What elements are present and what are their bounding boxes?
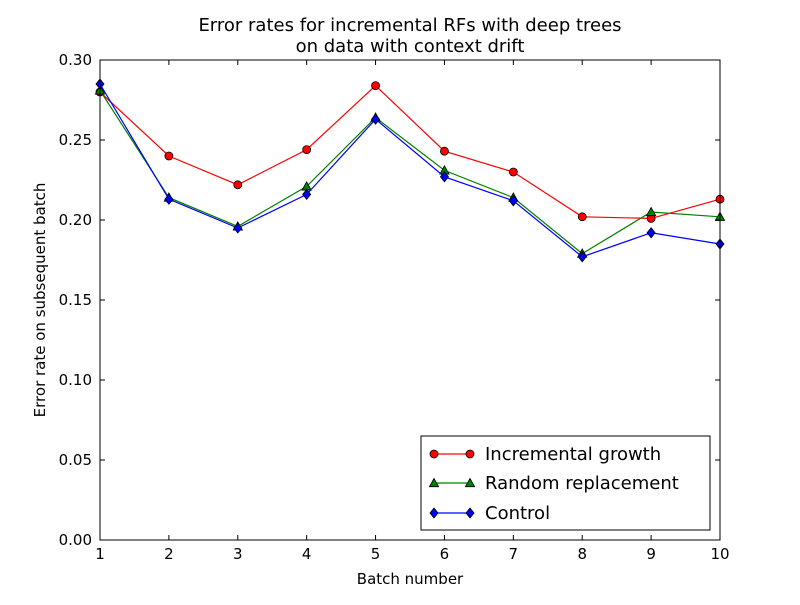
series-layer	[94, 78, 726, 263]
legend-item: Control	[429, 503, 550, 524]
y-tick-label: 0.00	[59, 531, 92, 549]
x-tick-label: 6	[440, 545, 450, 563]
series-1	[95, 81, 725, 223]
data-point	[508, 167, 518, 177]
data-point	[164, 193, 174, 205]
legend-marker	[429, 449, 439, 459]
chart-subtitle: on data with context drift	[296, 36, 525, 57]
data-point	[645, 206, 657, 217]
x-tick-label: 4	[302, 545, 312, 563]
x-axis-label: Batch number	[357, 570, 464, 588]
y-tick-label: 0.25	[59, 131, 92, 149]
data-point	[439, 171, 449, 183]
x-tick-label: 5	[371, 545, 381, 563]
legend-label: Control	[485, 503, 550, 524]
x-tick-label: 10	[710, 545, 729, 563]
series-2	[94, 84, 726, 258]
x-tick-label: 1	[95, 545, 105, 563]
x-tick-label: 8	[577, 545, 587, 563]
legend-marker	[464, 477, 476, 488]
y-tick-label: 0.15	[59, 291, 92, 309]
series-line	[99, 84, 721, 220]
y-axis-label: Error rate on subsequent batch	[31, 183, 49, 418]
y-tick-label: 0.30	[59, 51, 92, 69]
data-point	[302, 145, 312, 155]
legend-items: Incremental growth Random replacement Cont…	[428, 444, 679, 524]
data-point	[508, 195, 518, 207]
data-point	[646, 227, 656, 239]
x-tick-label: 9	[646, 545, 656, 563]
legend-label: Incremental growth	[485, 444, 661, 465]
ticks-layer: 1 2 3 4 5 6 7 8 9 10 0.00 0.05 0.10 0.15 0.20 0.25 0.30	[59, 51, 730, 563]
data-point	[577, 251, 587, 263]
legend-label: Random replacement	[485, 473, 679, 494]
chart-title: Error rates for incremental RFs with dee…	[198, 15, 621, 36]
y-tick-label: 0.05	[59, 451, 92, 469]
x-tick-label: 2	[164, 545, 174, 563]
series-line	[99, 90, 721, 255]
data-point	[233, 180, 243, 190]
series-3	[95, 78, 725, 263]
legend: Incremental growth Random replacement Cont…	[420, 435, 711, 531]
data-point	[371, 113, 381, 125]
legend-marker	[428, 477, 440, 488]
data-point	[371, 81, 380, 90]
legend-marker	[465, 507, 475, 519]
legend-item: Random replacement	[428, 473, 679, 494]
data-point	[233, 222, 243, 234]
series-line	[99, 83, 721, 258]
data-point	[164, 151, 174, 161]
data-point	[302, 188, 312, 201]
data-point	[440, 146, 449, 156]
x-tick-label: 3	[233, 545, 243, 563]
legend-marker	[465, 449, 475, 459]
x-tick-label: 7	[509, 545, 519, 563]
legend-item: Incremental growth	[429, 444, 661, 465]
y-tick-label: 0.10	[59, 371, 92, 389]
data-point	[577, 212, 587, 222]
y-tick-label: 0.20	[59, 211, 92, 229]
legend-marker	[429, 507, 439, 519]
